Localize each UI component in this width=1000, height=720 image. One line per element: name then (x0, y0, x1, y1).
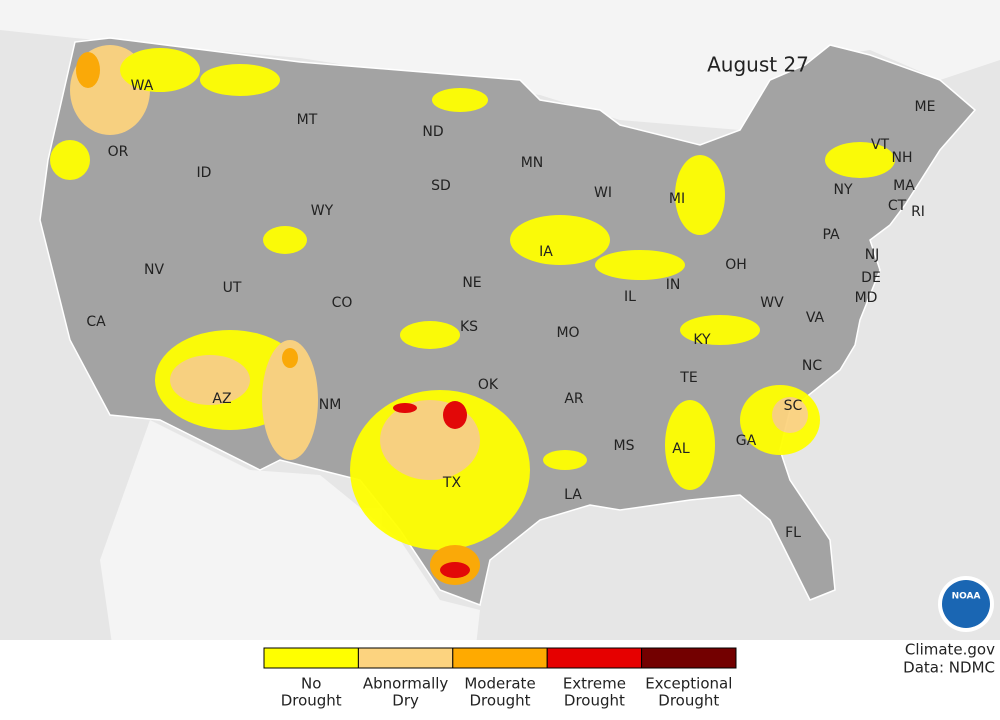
state-label: WY (311, 203, 334, 219)
state-label: IA (539, 244, 553, 260)
state-label: AR (564, 391, 584, 407)
state-label: WA (131, 78, 154, 94)
source: Data: NDMC (903, 659, 995, 677)
state-label: TE (679, 370, 697, 386)
state-label: IN (666, 277, 681, 293)
state-label: SD (431, 178, 451, 194)
area (50, 140, 90, 180)
area (432, 88, 488, 112)
logo-text: NOAA (952, 592, 981, 602)
legend-swatch (546, 647, 643, 669)
state-label: OR (108, 144, 129, 160)
state-label: LA (564, 487, 582, 503)
canada (0, 0, 1000, 130)
state-label: NV (144, 262, 164, 278)
state-label: MD (855, 290, 878, 306)
state-label: MA (893, 178, 915, 194)
legend-label: Drought (658, 692, 719, 710)
credit: Climate.gov (905, 641, 995, 659)
state-label: NH (892, 150, 913, 166)
state-label: MS (614, 438, 635, 454)
state-label: IL (624, 289, 636, 305)
legend-label: Drought (564, 692, 625, 710)
state-label: MO (556, 325, 579, 341)
legend-label: Drought (470, 692, 531, 710)
mexico (100, 420, 480, 700)
legend-label: No (301, 675, 321, 693)
state-label: CT (888, 198, 907, 214)
state-label: NY (833, 182, 852, 198)
area (263, 226, 307, 254)
area (76, 52, 100, 88)
area (665, 400, 715, 490)
state-label: NJ (865, 247, 880, 263)
legend-label: Moderate (464, 675, 535, 693)
area (680, 315, 760, 345)
state-label: WV (760, 295, 784, 311)
legend-label: Extreme (563, 675, 626, 693)
area (443, 401, 467, 429)
state-label: FL (785, 525, 801, 541)
drought-areas (50, 45, 895, 585)
area (400, 321, 460, 349)
legend-label: Dry (392, 692, 419, 710)
state-label: CO (332, 295, 353, 311)
state-label: NM (319, 397, 342, 413)
state-label: ID (197, 165, 212, 181)
noaa-logo: NOAA (938, 576, 994, 632)
state-label: MI (669, 191, 685, 207)
state-label: ND (422, 124, 443, 140)
state-label: NC (802, 358, 822, 374)
legend-swatch (357, 647, 454, 669)
state-label: AL (672, 441, 690, 457)
area (282, 348, 298, 368)
area (440, 562, 470, 578)
state-label: TX (442, 475, 462, 491)
area (170, 355, 250, 405)
state-label: VA (806, 310, 825, 326)
logo-disc (942, 580, 990, 628)
area (120, 48, 200, 92)
area (393, 403, 417, 413)
state-label: RI (911, 204, 925, 220)
state-label: KS (460, 319, 478, 335)
state-label: PA (822, 227, 840, 243)
state-label: CA (86, 314, 106, 330)
state-label: SC (784, 398, 803, 414)
legend-label: Exceptional (645, 675, 732, 693)
area (825, 142, 895, 178)
legend-label: Abnormally (363, 675, 449, 693)
area (543, 450, 587, 470)
state-label: KY (693, 332, 711, 348)
legend-swatch (263, 647, 359, 669)
state-label: OK (478, 377, 499, 393)
state-label: VT (871, 137, 890, 153)
state-label: UT (223, 280, 242, 296)
area (510, 215, 610, 265)
area (200, 64, 280, 96)
area (675, 155, 725, 235)
area (772, 397, 808, 433)
state-label: WI (594, 185, 612, 201)
state-label: MT (297, 112, 318, 128)
date-label: August 27 (707, 53, 809, 77)
state-label: DE (861, 270, 881, 286)
state-label: NE (462, 275, 481, 291)
state-label: ME (915, 99, 936, 115)
legend-swatch (641, 647, 737, 669)
state-label: OH (725, 257, 747, 273)
state-label: GA (736, 433, 757, 449)
area (595, 250, 685, 280)
area (262, 340, 318, 460)
state-label: MN (521, 155, 544, 171)
legend-swatch (452, 647, 548, 669)
legend-label: Drought (281, 692, 342, 710)
state-label: AZ (212, 391, 231, 407)
